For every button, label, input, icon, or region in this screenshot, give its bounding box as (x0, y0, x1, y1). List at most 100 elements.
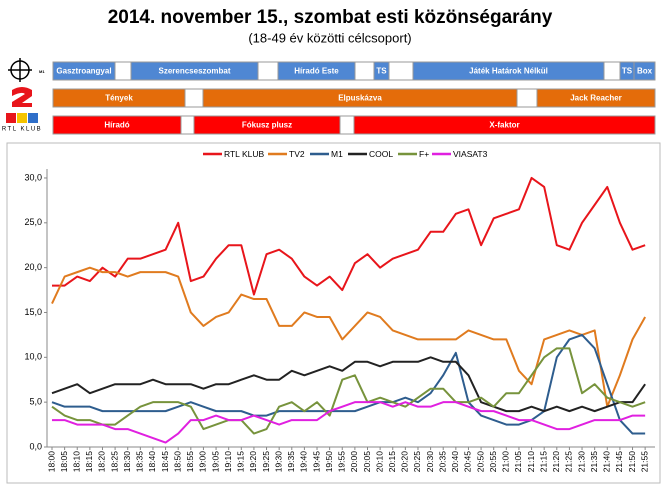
x-tick-label: 21:30 (576, 451, 586, 473)
program-label: Fókusz plusz (242, 121, 292, 130)
program-block (130, 61, 259, 81)
x-tick-label: 18:45 (160, 451, 170, 473)
chart-title: 2014. november 15., szombat esti közönsé… (108, 7, 553, 28)
series-line (51, 333, 646, 435)
legend-label: RTL KLUB (224, 149, 264, 159)
x-tick-label: 18:55 (185, 451, 195, 473)
x-tick-label: 21:20 (551, 451, 561, 473)
x-tick-label: 18:00 (46, 451, 56, 473)
chart-subtitle: (18-49 év közötti célcsoport) (248, 30, 411, 45)
series-line (52, 401, 646, 444)
x-tick-label: 20:35 (437, 451, 447, 473)
x-tick-label: 21:25 (564, 451, 574, 473)
series-line (51, 347, 646, 435)
y-tick-label: 5,0 (29, 397, 42, 407)
program-block (52, 88, 186, 108)
x-tick-label: 20:30 (425, 451, 435, 473)
series-line (51, 356, 646, 413)
x-tick-label: 19:55 (337, 451, 347, 473)
x-tick-label: 18:50 (172, 451, 182, 473)
x-tick-label: 20:10 (374, 451, 384, 473)
legend-label: VIASAT3 (453, 149, 488, 159)
x-tick-label: 18:15 (84, 451, 94, 473)
x-tick-label: 18:25 (109, 451, 119, 473)
x-tick-label: 21:50 (627, 451, 637, 473)
program-block (353, 115, 656, 135)
program-label: TS (376, 67, 387, 76)
y-tick-label: 25,0 (24, 217, 42, 227)
program-label: Híradó Este (294, 67, 339, 76)
x-tick-label: 19:10 (223, 451, 233, 473)
x-tick-label: 21:35 (589, 451, 599, 473)
y-tick-label: 15,0 (24, 307, 42, 317)
legend-label: COOL (369, 149, 393, 159)
x-tick-label: 19:00 (198, 451, 208, 473)
program-block (277, 61, 356, 81)
x-tick-label: 20:25 (412, 451, 422, 473)
program-label: Játék Határok Nélkül (469, 67, 548, 76)
series-line (51, 266, 647, 408)
program-block (633, 61, 656, 81)
y-tick-label: 20,0 (24, 262, 42, 272)
program-label: Gasztroangyal (56, 67, 111, 76)
x-tick-label: 19:40 (299, 451, 309, 473)
x-tick-label: 21:55 (639, 451, 649, 473)
y-tick-label: 10,0 (24, 352, 42, 362)
program-block (52, 61, 116, 81)
program-label: Box (637, 67, 653, 76)
program-block (52, 115, 182, 135)
x-tick-label: 19:50 (324, 451, 334, 473)
y-tick-label: 30,0 (24, 172, 42, 182)
x-tick-label: 20:05 (362, 451, 372, 473)
legend-label: TV2 (289, 149, 305, 159)
x-tick-label: 21:00 (501, 451, 511, 473)
program-label: Híradó (104, 121, 129, 130)
x-tick-label: 21:05 (513, 451, 523, 473)
program-label: Tények (105, 94, 133, 103)
x-tick-label: 19:35 (286, 451, 296, 473)
program-block (536, 88, 656, 108)
program-block (193, 115, 341, 135)
program-label: Szerencseszombat (158, 67, 230, 76)
x-tick-label: 18:35 (135, 451, 145, 473)
series-line (52, 176, 646, 296)
x-tick-label: 20:45 (463, 451, 473, 473)
program-label: TS (622, 67, 633, 76)
x-tick-label: 19:45 (311, 451, 321, 473)
program-label: Jack Reacher (570, 94, 622, 103)
x-tick-label: 21:15 (538, 451, 548, 473)
x-tick-label: 20:20 (400, 451, 410, 473)
x-tick-label: 19:15 (236, 451, 246, 473)
x-tick-label: 19:05 (210, 451, 220, 473)
x-tick-label: 21:10 (526, 451, 536, 473)
x-tick-label: 20:55 (488, 451, 498, 473)
x-tick-label: 18:10 (71, 451, 81, 473)
program-block (373, 61, 390, 81)
tv2-logo (12, 87, 32, 107)
x-tick-label: 18:30 (122, 451, 132, 473)
x-tick-label: 18:40 (147, 451, 157, 473)
x-tick-label: 21:40 (602, 451, 612, 473)
program-block (202, 88, 518, 108)
rtl-logo (6, 113, 38, 123)
x-tick-label: 20:40 (450, 451, 460, 473)
x-tick-label: 20:50 (475, 451, 485, 473)
chart-frame (6, 142, 661, 484)
x-tick-label: 18:05 (59, 451, 69, 473)
x-tick-label: 19:30 (273, 451, 283, 473)
legend-label: F+ (419, 149, 429, 159)
program-label: X-faktor (489, 121, 519, 130)
legend-label: M1 (331, 149, 343, 159)
x-tick-label: 19:25 (261, 451, 271, 473)
x-tick-label: 21:45 (614, 451, 624, 473)
program-block (412, 61, 605, 81)
channel-label: RTL KLUB (2, 127, 42, 133)
x-tick-label: 19:20 (248, 451, 258, 473)
channel-label: M1 (39, 69, 45, 74)
y-tick-label: 0,0 (29, 441, 42, 451)
x-tick-label: 20:15 (387, 451, 397, 473)
program-label: Elpuskázva (338, 94, 382, 103)
x-tick-label: 20:00 (349, 451, 359, 473)
x-tick-label: 18:20 (97, 451, 107, 473)
